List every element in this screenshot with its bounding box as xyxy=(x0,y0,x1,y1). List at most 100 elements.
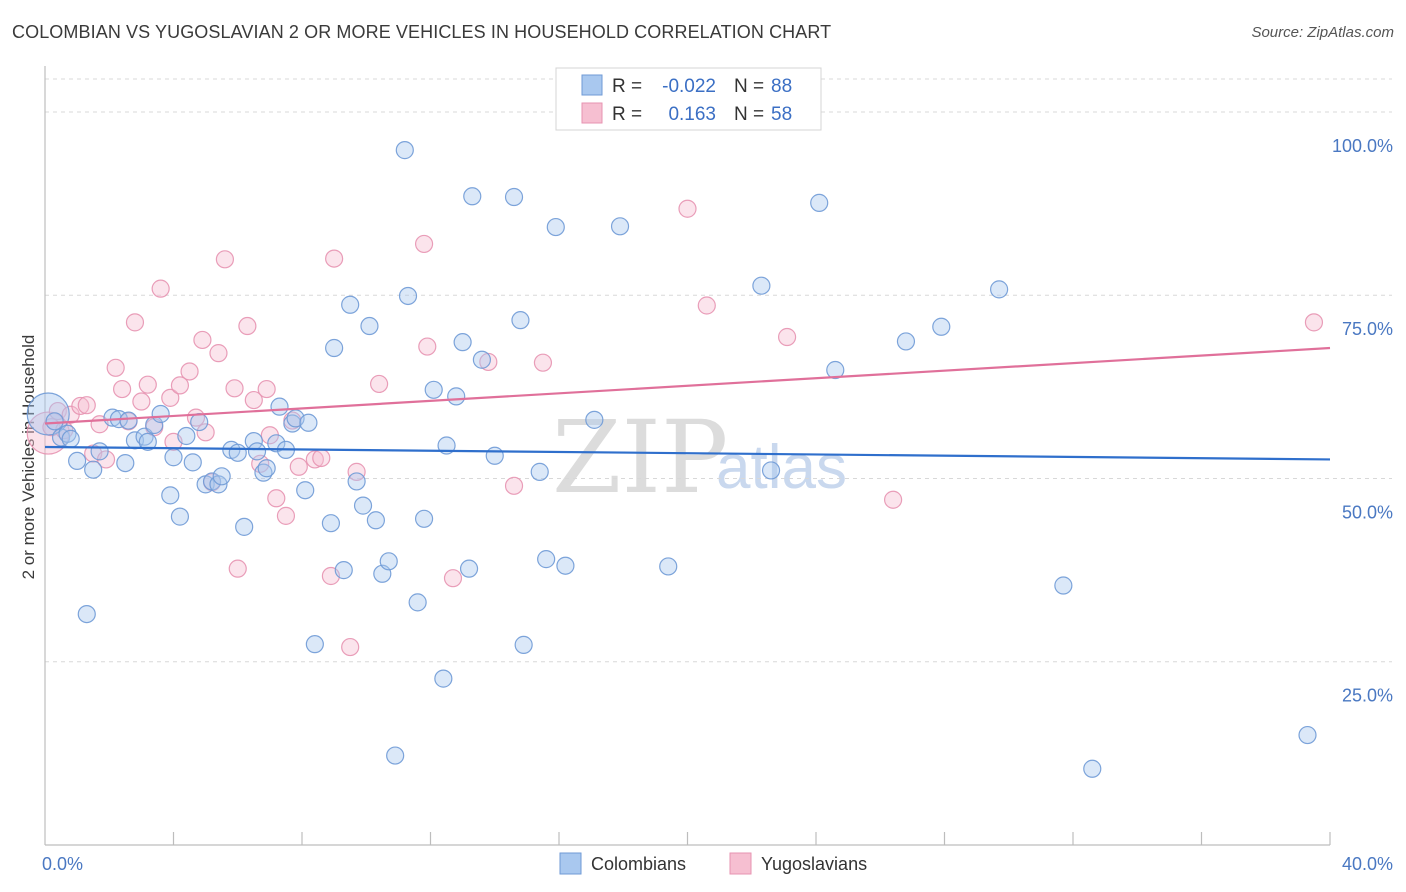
yugoslavians-point xyxy=(267,489,286,508)
grid xyxy=(45,78,1392,663)
yugoslavians-point xyxy=(257,379,276,399)
colombians-point xyxy=(472,350,491,369)
legend-r-value-yugoslavians: 0.163 xyxy=(668,104,716,125)
colombians-point xyxy=(1298,725,1317,745)
yugoslavians-point xyxy=(289,457,308,476)
colombians-point xyxy=(386,746,405,765)
yugoslavians-point xyxy=(225,379,244,398)
yugoslavians-point xyxy=(777,327,797,347)
colombians-point xyxy=(826,360,845,380)
yugoslavians-point xyxy=(533,353,553,372)
colombians-point xyxy=(305,635,324,654)
yugoslavians-point xyxy=(678,199,697,218)
legend-r-value-colombians: -0.022 xyxy=(662,76,716,97)
yugoslavians-point xyxy=(414,234,434,254)
yugoslavians-point xyxy=(215,250,234,269)
colombians-point xyxy=(353,496,373,515)
series-legend: Colombians Yugoslavians xyxy=(559,852,867,875)
colombians-point xyxy=(58,424,77,443)
colombians-point xyxy=(514,635,533,654)
colombians-point xyxy=(347,472,366,491)
yugoslavians-point xyxy=(228,559,247,578)
y-tick-label: 100.0% xyxy=(1332,136,1393,156)
colombians-point xyxy=(341,295,360,314)
yugoslavians-point xyxy=(71,396,90,416)
yugoslavians-point xyxy=(180,362,199,381)
colombians-point xyxy=(119,411,138,430)
stats-legend: R = -0.022 N = 88 R = 0.163 N = 58 xyxy=(555,67,822,131)
bottom-legend-swatch-colombians xyxy=(559,852,582,875)
legend-r-label-colombians: R = xyxy=(612,76,642,97)
yugoslavians-trend-line xyxy=(44,346,1331,425)
yugoslavians-point xyxy=(244,390,263,410)
colombians-point xyxy=(504,187,524,207)
colombians-point xyxy=(761,461,781,480)
legend-n-value-yugoslavians: 58 xyxy=(771,104,792,125)
colombians-point xyxy=(45,412,64,431)
colombians-point xyxy=(546,217,565,237)
source-label: Source: ZipAtlas.com xyxy=(1251,24,1394,41)
colombians-point xyxy=(26,392,70,436)
x-tick-label-min: 0.0% xyxy=(42,854,83,874)
colombians-point xyxy=(556,556,575,575)
yugoslavians-point xyxy=(161,388,180,407)
colombians-point xyxy=(379,552,398,571)
y-tick-label: 50.0% xyxy=(1342,502,1393,522)
yugoslavians-point xyxy=(504,476,524,495)
colombians-point xyxy=(990,280,1009,299)
colombians-point xyxy=(896,332,916,351)
yugoslavians-point xyxy=(276,506,296,525)
yugoslavians-point xyxy=(238,316,257,336)
colombians-point xyxy=(325,338,344,358)
colombians-point xyxy=(366,511,385,530)
colombians-point xyxy=(463,187,482,206)
colombians-point xyxy=(61,429,80,449)
y-tick-label: 75.0% xyxy=(1342,319,1393,339)
colombians-point xyxy=(511,311,530,330)
colombians-point xyxy=(235,517,254,536)
colombians-point xyxy=(810,193,829,212)
colombians-point xyxy=(610,217,630,236)
yugoslavians-point xyxy=(209,344,228,363)
colombians-point xyxy=(68,451,87,471)
colombians-point xyxy=(116,453,135,473)
yugoslavians-point xyxy=(312,448,331,468)
watermark: ZIP atlas xyxy=(552,399,847,516)
chart-title: COLOMBIAN VS YUGOSLAVIAN 2 OR MORE VEHIC… xyxy=(12,22,832,42)
yugoslavians-point xyxy=(1304,313,1324,332)
colombians-point xyxy=(585,410,604,429)
y-tick-labels: 100.0% 75.0% 50.0% 25.0% xyxy=(1332,136,1393,706)
colombians-trend-line xyxy=(44,445,1331,461)
yugoslavians-point xyxy=(418,337,437,356)
yugoslavians-point xyxy=(193,330,212,350)
yugoslavians-point xyxy=(883,490,903,509)
colombians-point xyxy=(283,414,302,433)
yugoslavians-point xyxy=(443,569,463,588)
colombians-point xyxy=(485,446,504,465)
colombians-point xyxy=(161,486,180,505)
colombians-point xyxy=(270,397,289,416)
colombians-point xyxy=(659,557,678,576)
yugoslavians-point xyxy=(370,374,389,394)
y-axis-label: 2 or more Vehicles in Household xyxy=(19,335,38,580)
bottom-legend-label-colombians: Colombians xyxy=(591,854,686,874)
colombians-point xyxy=(321,514,341,533)
colombians-point xyxy=(932,317,951,336)
legend-n-value-colombians: 88 xyxy=(771,76,792,97)
yugoslavians-point xyxy=(151,279,170,298)
yugoslavians-point xyxy=(325,249,344,268)
colombians-point xyxy=(247,442,267,461)
colombians-point xyxy=(164,448,183,467)
colombians-point xyxy=(537,550,556,569)
colombians-point xyxy=(299,413,318,432)
yugoslavians-point xyxy=(132,392,151,411)
legend-r-label-yugoslavians: R = xyxy=(612,104,642,125)
watermark-zip: ZIP xyxy=(552,399,728,516)
colombians-point xyxy=(228,443,247,462)
colombians-point xyxy=(360,316,379,336)
colombians-point xyxy=(90,442,109,461)
colombians-point xyxy=(1083,759,1102,778)
colombians-point xyxy=(183,453,202,472)
colombians-point xyxy=(530,462,549,481)
bottom-legend-swatch-yugoslavians xyxy=(729,852,752,875)
